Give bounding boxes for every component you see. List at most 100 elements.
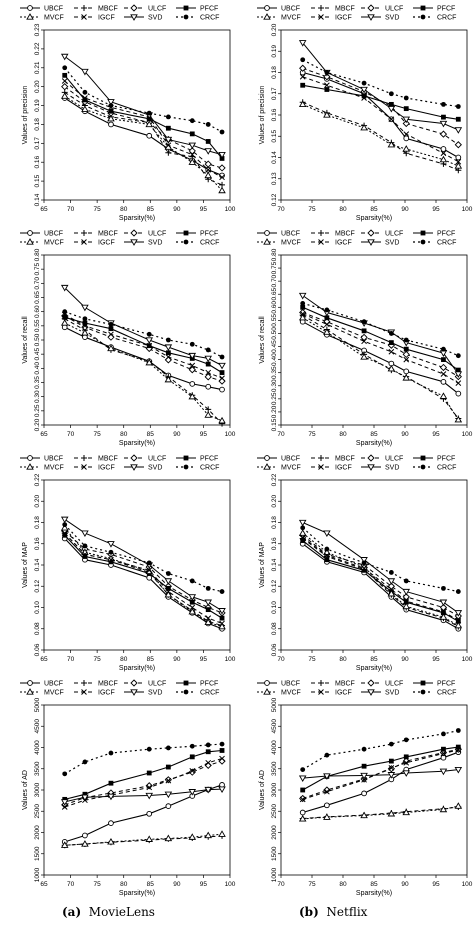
legend-item: CRCF — [413, 465, 456, 472]
y-tick-label: 0.80 — [34, 248, 41, 261]
y-tick-label: 4000 — [271, 740, 278, 755]
x-tick-label: 80 — [339, 881, 347, 888]
data-point — [439, 130, 448, 138]
legend-item: UBCF — [20, 230, 63, 238]
series-crcf — [300, 728, 461, 772]
legend-item: ULCF — [124, 679, 166, 688]
legend-label: IGCF — [335, 690, 352, 697]
data-point — [455, 618, 461, 624]
data-point — [81, 329, 89, 336]
y-tick-label: 3500 — [271, 761, 278, 776]
legend-label: PFCF — [437, 681, 455, 688]
legend-item: SVD — [361, 464, 399, 472]
legend: UBCF MBCF ULCF PFCF MVCF IGCF SVD CRCF — [20, 4, 219, 22]
legend-marker — [183, 464, 189, 470]
data-point — [324, 70, 330, 75]
data-point — [81, 840, 89, 847]
data-point — [324, 802, 330, 809]
data-point — [204, 373, 212, 381]
y-tick-label: 0.70 — [34, 277, 41, 290]
data-point — [164, 578, 173, 585]
y-tick-label: 0.22 — [271, 473, 278, 486]
data-point — [204, 599, 212, 607]
caption-text: Netflix — [326, 905, 368, 919]
data-point — [60, 319, 69, 326]
series-svd — [60, 284, 226, 370]
data-point — [361, 338, 367, 345]
caption-tag: (a) — [62, 905, 82, 919]
data-point — [361, 93, 367, 99]
plot-frame — [280, 704, 468, 876]
legend-label: PFCF — [437, 456, 455, 463]
x-tick-label: 90 — [173, 431, 181, 438]
y-tick-label: 0.20 — [271, 23, 278, 36]
data-point — [360, 811, 368, 819]
x-axis-label: Sparsity(%) — [356, 215, 392, 222]
data-point — [298, 775, 307, 783]
series-ubcf — [61, 324, 225, 393]
legend-label: PFCF — [200, 456, 218, 463]
legend-marker — [81, 464, 87, 470]
data-point — [218, 608, 226, 615]
data-point — [204, 355, 212, 363]
y-tick-label: 0.08 — [34, 622, 41, 635]
legend-item: CRCF — [176, 15, 219, 22]
chart-panel: 65 70 75 80 85 90 95 100 0.14 0.15 0.16 0.17 0.18 0.1… — [20, 4, 236, 222]
legend-marker — [318, 239, 324, 245]
data-point — [388, 340, 394, 346]
legend-item: MBCF — [311, 455, 355, 463]
y-tick-label: 0.18 — [271, 66, 278, 79]
y-tick-label: 0.75 — [271, 261, 278, 274]
x-tick-label: 95 — [200, 431, 208, 438]
series-igcf — [299, 747, 462, 803]
y-tick-label: 0.14 — [271, 151, 278, 164]
legend-marker — [27, 5, 33, 11]
legend-label: ULCF — [385, 231, 403, 238]
data-point — [205, 383, 212, 390]
series-line — [64, 530, 223, 614]
data-point — [82, 95, 88, 101]
y-tick-label: 0.80 — [271, 248, 278, 261]
data-point — [108, 121, 114, 128]
data-point — [188, 607, 197, 615]
series-line — [64, 784, 223, 843]
data-point — [387, 765, 395, 773]
series-line — [64, 532, 223, 624]
data-point — [388, 741, 394, 747]
legend-label: MVCF — [281, 465, 301, 472]
data-point — [361, 567, 367, 573]
legend-marker — [81, 455, 87, 461]
data-point — [204, 411, 212, 418]
data-point — [107, 837, 115, 845]
legend-marker — [318, 5, 324, 11]
data-point — [205, 749, 211, 755]
series-svd — [298, 519, 463, 617]
data-point — [441, 585, 446, 591]
data-point — [146, 560, 152, 566]
legend-item: PFCF — [176, 681, 218, 688]
data-point — [205, 615, 212, 621]
data-point — [219, 174, 225, 181]
legend-marker — [183, 455, 189, 461]
data-point — [300, 82, 306, 88]
data-point — [441, 346, 446, 352]
y-tick-label: 0.60 — [271, 301, 278, 314]
data-point — [323, 813, 331, 820]
data-point — [323, 530, 331, 538]
y-tick-label: 0.18 — [34, 118, 41, 131]
data-point — [299, 310, 306, 317]
data-point — [61, 804, 68, 810]
data-point — [205, 585, 211, 591]
legend-label: PFCF — [437, 231, 455, 238]
legend-item: MBCF — [311, 5, 355, 13]
x-tick-label: 70 — [67, 656, 75, 663]
legend-marker — [26, 688, 34, 695]
legend-label: MVCF — [44, 465, 64, 472]
legend-label: IGCF — [335, 465, 352, 472]
data-point — [300, 57, 306, 63]
y-tick-label: 0.10 — [34, 601, 41, 614]
legend-marker — [81, 689, 87, 695]
data-point — [145, 358, 154, 366]
x-tick-label: 75 — [308, 431, 316, 438]
series-igcf — [299, 534, 462, 624]
